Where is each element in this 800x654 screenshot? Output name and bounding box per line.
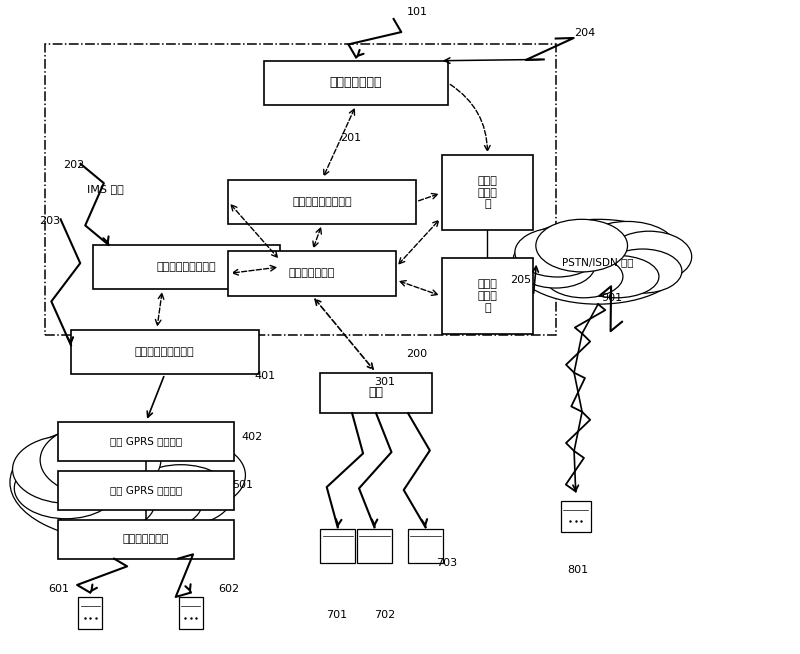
FancyBboxPatch shape <box>357 528 392 562</box>
Ellipse shape <box>578 222 677 277</box>
Text: 询问呼叫会话控制器: 询问呼叫会话控制器 <box>292 197 352 207</box>
FancyBboxPatch shape <box>442 258 534 334</box>
Ellipse shape <box>10 424 234 541</box>
FancyBboxPatch shape <box>320 373 432 413</box>
Ellipse shape <box>516 244 594 288</box>
FancyBboxPatch shape <box>561 500 591 532</box>
Ellipse shape <box>14 458 118 519</box>
Text: IMS 核心: IMS 核心 <box>87 184 124 194</box>
Text: 601: 601 <box>49 585 70 594</box>
Ellipse shape <box>606 232 692 282</box>
Text: 501: 501 <box>232 480 254 490</box>
Ellipse shape <box>96 426 226 503</box>
Text: 402: 402 <box>242 432 263 441</box>
Text: PSTN/ISDN 网络: PSTN/ISDN 网络 <box>562 257 634 267</box>
Text: 201: 201 <box>340 133 362 143</box>
FancyBboxPatch shape <box>58 422 234 461</box>
Text: 205: 205 <box>510 275 531 285</box>
Text: 服务呼叫会话控制器: 服务呼叫会话控制器 <box>157 262 216 272</box>
Text: 服务 GPRS 支持节点: 服务 GPRS 支持节点 <box>110 485 182 495</box>
Ellipse shape <box>51 473 155 532</box>
FancyBboxPatch shape <box>228 251 396 296</box>
Ellipse shape <box>40 424 161 496</box>
Text: 401: 401 <box>254 371 276 381</box>
Ellipse shape <box>574 255 659 298</box>
FancyBboxPatch shape <box>442 156 534 230</box>
Ellipse shape <box>13 436 125 504</box>
FancyBboxPatch shape <box>93 245 280 289</box>
FancyBboxPatch shape <box>178 597 202 628</box>
Text: 801: 801 <box>568 565 589 575</box>
Text: 203: 203 <box>39 216 60 226</box>
Text: 901: 901 <box>602 292 622 303</box>
Ellipse shape <box>90 473 202 532</box>
Text: 602: 602 <box>218 585 239 594</box>
Ellipse shape <box>513 219 683 304</box>
Ellipse shape <box>134 440 246 511</box>
Text: 703: 703 <box>436 559 457 568</box>
Text: 301: 301 <box>374 377 395 387</box>
FancyBboxPatch shape <box>408 528 443 562</box>
Ellipse shape <box>536 219 627 272</box>
Text: 代理呼叫会话控制器: 代理呼叫会话控制器 <box>135 347 194 357</box>
Text: 网关: 网关 <box>369 387 383 400</box>
Text: 200: 200 <box>406 349 427 360</box>
FancyBboxPatch shape <box>58 519 234 559</box>
Text: 204: 204 <box>574 28 595 39</box>
FancyBboxPatch shape <box>264 61 448 105</box>
Text: 101: 101 <box>406 7 427 18</box>
Text: 702: 702 <box>374 610 396 621</box>
Text: 媒体网
关控制
器: 媒体网 关控制 器 <box>478 279 498 313</box>
Text: 701: 701 <box>326 610 348 621</box>
FancyBboxPatch shape <box>320 528 355 562</box>
Text: 202: 202 <box>63 160 84 170</box>
Ellipse shape <box>515 228 600 277</box>
Text: 出口网
关控制
器: 出口网 关控制 器 <box>478 177 498 209</box>
Ellipse shape <box>603 249 682 293</box>
FancyBboxPatch shape <box>58 471 234 509</box>
Ellipse shape <box>544 255 623 298</box>
Text: 无线网络子系统: 无线网络子系统 <box>123 534 170 544</box>
Text: 归属用户服务器: 归属用户服务器 <box>330 77 382 90</box>
FancyBboxPatch shape <box>228 179 416 224</box>
Ellipse shape <box>129 465 233 526</box>
FancyBboxPatch shape <box>78 597 102 628</box>
Text: 仿真网关控制器: 仿真网关控制器 <box>289 269 335 279</box>
FancyBboxPatch shape <box>71 330 258 374</box>
Text: 网关 GPRS 支持节点: 网关 GPRS 支持节点 <box>110 436 182 446</box>
